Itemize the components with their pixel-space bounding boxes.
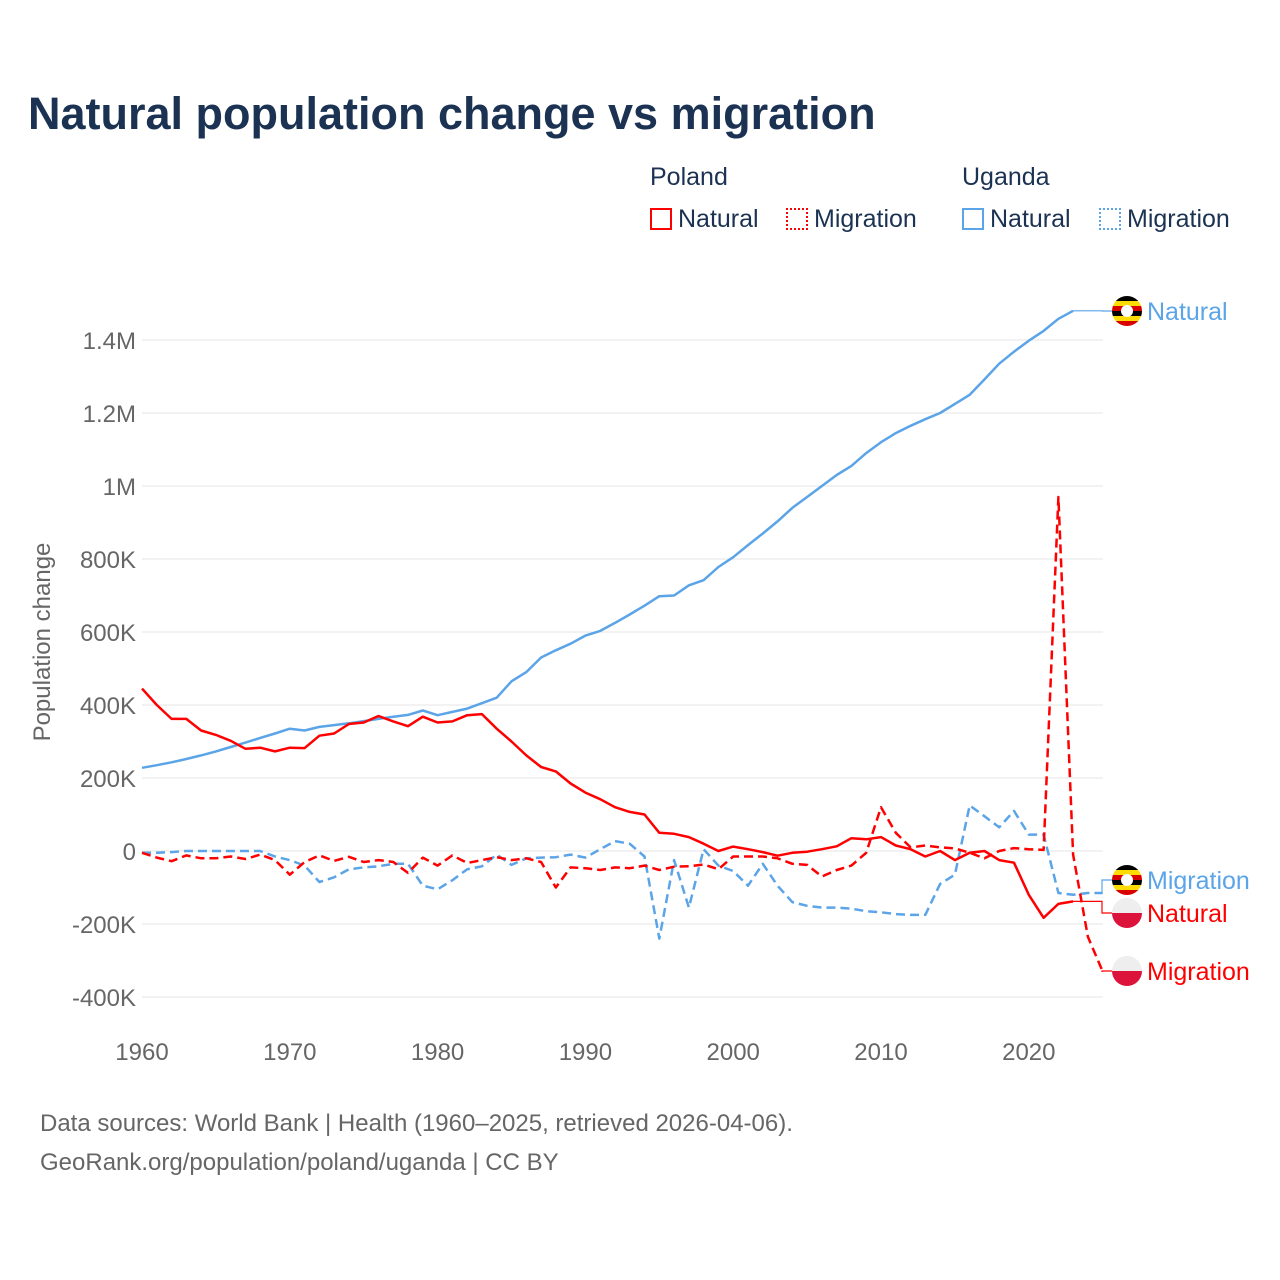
legend-poland-migration[interactable]: Migration — [786, 205, 917, 234]
flag-stripe — [1112, 870, 1142, 875]
y-tick-label: 1.2M — [83, 401, 136, 428]
y-tick-label: -400K — [72, 985, 136, 1012]
source-note: Data sources: World Bank | Health (1960–… — [40, 1110, 793, 1137]
flag-stripe — [1112, 296, 1142, 301]
legend-swatch-solid — [962, 208, 984, 230]
label-connector — [1073, 900, 1112, 914]
legend-swatch-solid — [650, 208, 672, 230]
legend-label: Migration — [814, 205, 917, 233]
series-line-uganda-migration — [142, 804, 1103, 940]
y-tick-label: 1.4M — [83, 328, 136, 355]
x-tick-label: 2020 — [1002, 1039, 1055, 1066]
y-tick-label: 1M — [103, 474, 136, 501]
flag-stripe — [1112, 898, 1142, 913]
legend-uganda-natural[interactable]: Natural — [962, 205, 1071, 234]
series-line-poland-natural — [141, 687, 1074, 920]
y-tick-label: 800K — [80, 547, 136, 574]
end-label-poland-migration: Migration — [1147, 958, 1250, 986]
end-label-poland-natural: Natural — [1147, 900, 1228, 928]
x-tick-label: 2010 — [854, 1039, 907, 1066]
flag-stripe — [1112, 316, 1142, 321]
end-label-uganda-migration: Migration — [1147, 867, 1250, 895]
legend-label: Natural — [990, 205, 1071, 233]
x-tick-label: 1980 — [411, 1039, 464, 1066]
y-tick-label: -200K — [72, 912, 136, 939]
x-tick-label: 1970 — [263, 1039, 316, 1066]
legend-poland-natural[interactable]: Natural — [650, 205, 759, 234]
legend-uganda-migration[interactable]: Migration — [1099, 205, 1230, 234]
label-connector — [1101, 879, 1112, 894]
x-tick-label: 2000 — [707, 1039, 760, 1066]
chart-title: Natural population change vs migration — [28, 88, 876, 139]
end-label-uganda-natural: Natural — [1147, 298, 1228, 326]
source-url[interactable]: GeoRank.org/population/poland/uganda | C… — [40, 1149, 559, 1176]
y-tick-label: 600K — [80, 620, 136, 647]
legend-label: Natural — [678, 205, 759, 233]
y-tick-label: 400K — [80, 693, 136, 720]
flag-stripe — [1112, 885, 1142, 890]
flag-stripe — [1112, 865, 1142, 870]
x-tick-label: 1960 — [115, 1039, 168, 1066]
y-tick-label: 200K — [80, 766, 136, 793]
series-line-uganda-natural — [141, 309, 1074, 770]
flag-stripe — [1112, 913, 1142, 928]
flag-stripe — [1112, 956, 1142, 971]
legend-label: Migration — [1127, 205, 1230, 233]
x-tick-label: 1990 — [559, 1039, 612, 1066]
y-tick-label: 0 — [123, 839, 136, 866]
legend-swatch-dotted — [786, 208, 808, 230]
flag-stripe — [1112, 301, 1142, 306]
legend-group-uganda: Uganda — [962, 163, 1050, 191]
flag-emblem — [1121, 874, 1133, 886]
flag-emblem — [1121, 305, 1133, 317]
legend-swatch-dotted — [1099, 208, 1121, 230]
series-line-poland-migration — [141, 495, 1104, 972]
y-axis-label: Population change — [29, 543, 56, 742]
legend-group-poland: Poland — [650, 163, 728, 191]
flag-stripe — [1112, 971, 1142, 986]
flag-stripe — [1112, 321, 1142, 326]
flag-stripe — [1112, 890, 1142, 895]
